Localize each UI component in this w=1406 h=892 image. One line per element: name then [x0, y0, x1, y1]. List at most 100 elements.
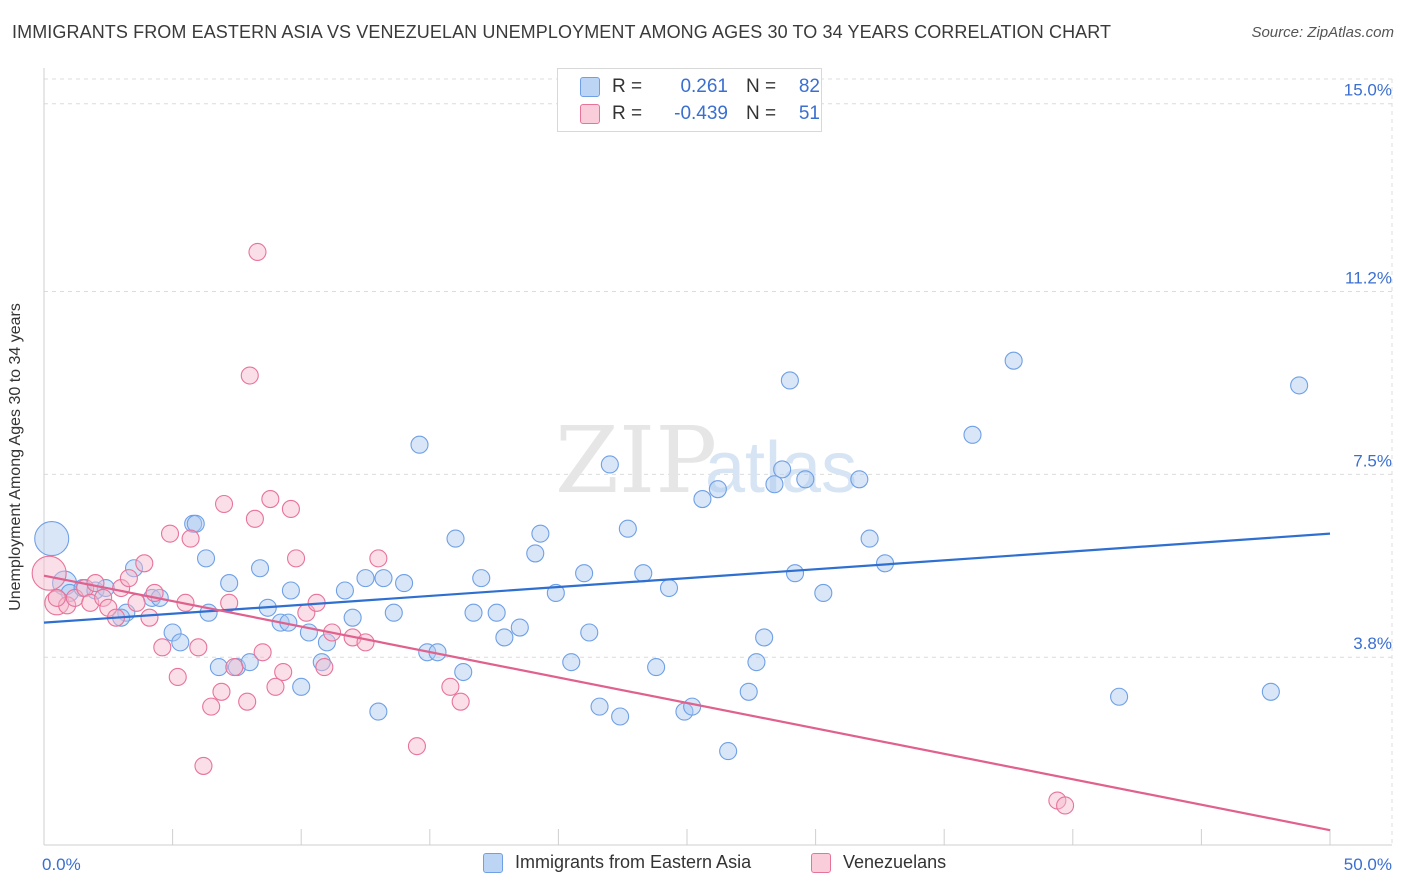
legend-n-label: N =: [746, 76, 777, 97]
data-point: [526, 544, 545, 563]
data-point: [369, 549, 388, 568]
data-point: [600, 455, 619, 474]
data-point: [963, 425, 982, 444]
data-point: [1110, 687, 1129, 706]
data-point: [796, 470, 815, 489]
series-venezuelans: [31, 242, 1075, 815]
data-point: [1290, 376, 1309, 395]
data-point: [562, 653, 581, 672]
data-point: [47, 588, 66, 607]
correlation-legend: R = 0.261 N = 82 R = -0.439 N = 51: [557, 68, 822, 132]
data-point: [441, 677, 460, 696]
legend-r-label: R =: [612, 103, 643, 124]
watermark-zip: ZIP: [555, 407, 717, 514]
data-point: [266, 677, 285, 696]
data-point: [487, 603, 506, 622]
data-point: [99, 598, 118, 617]
legend-item-venezuelans[interactable]: Venezuelans: [811, 852, 946, 873]
data-point: [214, 494, 234, 514]
data-point: [575, 564, 594, 583]
y-tick-label: 3.8%: [1353, 634, 1392, 653]
data-point: [634, 564, 653, 583]
data-point: [140, 608, 159, 627]
data-point: [163, 623, 182, 642]
legend-swatch-venezuelans: [811, 852, 831, 873]
data-point: [531, 524, 550, 543]
data-point: [281, 499, 300, 518]
data-point: [287, 549, 306, 568]
data-point: [860, 529, 879, 548]
series-legend: Immigrants from Eastern Asia Venezuelans: [0, 852, 1406, 876]
legend-swatch-eastern-asia: [580, 77, 600, 97]
watermark: ZIP atlas: [555, 407, 857, 514]
data-point: [317, 633, 336, 652]
data-point: [814, 583, 833, 603]
data-point: [212, 682, 231, 701]
data-point: [1056, 796, 1075, 815]
data-point: [225, 658, 244, 677]
data-point: [472, 569, 491, 588]
data-point: [739, 682, 758, 701]
data-point: [168, 667, 187, 687]
legend-n-label: N =: [746, 103, 777, 124]
y-tick-label: 15.0%: [1344, 81, 1392, 100]
tick-labels: 3.8% 7.5% 11.2% 15.0% 0.0% 50.0%: [42, 81, 1392, 874]
data-point: [238, 692, 257, 711]
data-point: [785, 564, 805, 583]
data-point: [773, 460, 792, 479]
data-point: [1004, 351, 1023, 370]
chart-title: IMMIGRANTS FROM EASTERN ASIA VS VENEZUEL…: [12, 22, 1112, 42]
data-point: [546, 583, 565, 603]
legend-swatch-eastern-asia: [483, 852, 503, 873]
series-eastern-asia: [34, 351, 1309, 761]
data-point: [31, 555, 67, 591]
data-point: [119, 569, 138, 588]
data-point: [34, 521, 70, 557]
data-point: [196, 549, 216, 568]
data-point: [446, 529, 465, 548]
data-point: [356, 633, 375, 652]
legend-r-value: 0.261: [680, 76, 728, 97]
data-point: [274, 662, 293, 682]
legend-label: Immigrants from Eastern Asia: [515, 852, 752, 872]
legend-item-eastern-asia[interactable]: Immigrants from Eastern Asia: [483, 852, 751, 873]
data-point: [209, 658, 228, 677]
data-point: [245, 509, 264, 528]
data-point: [261, 490, 280, 509]
data-point: [719, 742, 738, 761]
data-point: [124, 559, 144, 578]
data-point: [590, 697, 609, 716]
data-point: [220, 574, 239, 593]
data-point: [659, 578, 679, 598]
data-point: [374, 569, 393, 588]
data-point: [755, 628, 774, 647]
data-point: [194, 756, 213, 775]
legend-row-venezuelans: R = -0.439 N = 51: [580, 101, 820, 127]
data-point: [395, 574, 414, 593]
data-point: [135, 554, 154, 573]
data-point: [153, 638, 172, 657]
legend-n-value: 51: [798, 103, 820, 124]
data-point: [189, 638, 208, 657]
data-point: [240, 366, 259, 385]
data-point: [94, 588, 113, 607]
data-point: [315, 658, 334, 677]
data-point: [292, 677, 311, 696]
x-tick-label: 0.0%: [42, 855, 81, 874]
trend-line: [43, 532, 1331, 624]
data-point: [44, 590, 70, 616]
data-point: [281, 581, 300, 600]
data-point: [202, 697, 221, 716]
data-point: [410, 435, 429, 454]
data-point: [747, 653, 766, 672]
data-point: [248, 242, 267, 262]
data-point: [369, 702, 388, 721]
data-point: [708, 480, 727, 499]
data-point: [780, 371, 799, 390]
data-point: [160, 524, 180, 543]
legend-label: Venezuelans: [843, 852, 947, 872]
y-tick-label: 11.2%: [1345, 269, 1392, 288]
data-point: [250, 559, 270, 578]
legend-n-value: 82: [798, 76, 820, 97]
